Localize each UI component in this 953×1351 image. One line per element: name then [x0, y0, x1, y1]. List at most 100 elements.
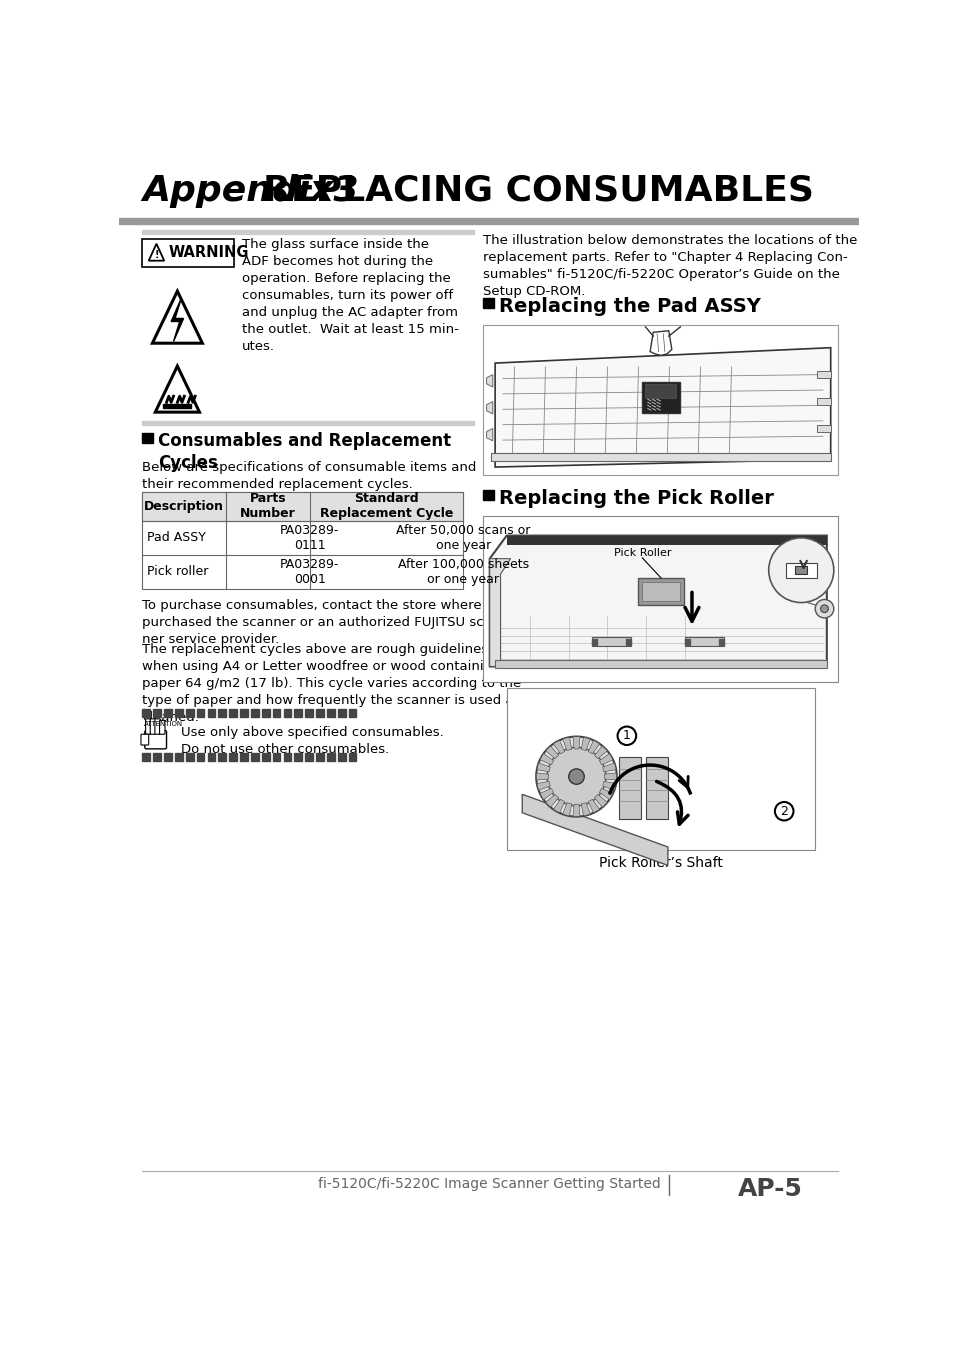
- Polygon shape: [155, 366, 199, 412]
- Bar: [495, 661, 826, 667]
- Bar: [618, 758, 640, 819]
- Bar: [483, 299, 493, 308]
- Bar: [483, 324, 838, 474]
- Polygon shape: [537, 763, 550, 771]
- Bar: [142, 422, 474, 424]
- Bar: [483, 490, 493, 500]
- Polygon shape: [594, 794, 607, 808]
- Text: !: !: [154, 250, 159, 259]
- Polygon shape: [545, 746, 558, 759]
- Text: REPLACING CONSUMABLES: REPLACING CONSUMABLES: [262, 174, 813, 208]
- Bar: [294, 754, 302, 761]
- Bar: [641, 382, 679, 413]
- Bar: [641, 582, 679, 601]
- Bar: [142, 709, 150, 716]
- Polygon shape: [486, 428, 493, 440]
- Text: WARNING: WARNING: [169, 246, 249, 261]
- Text: Standard
Replacement Cycle: Standard Replacement Cycle: [319, 492, 453, 520]
- Bar: [142, 492, 463, 589]
- Polygon shape: [588, 800, 599, 813]
- Polygon shape: [598, 788, 613, 800]
- Circle shape: [546, 747, 605, 805]
- Text: 1: 1: [622, 730, 630, 742]
- FancyArrowPatch shape: [656, 781, 687, 824]
- Text: Use only above specified consumables.
Do not use other consumables.: Use only above specified consumables. Do…: [181, 725, 443, 755]
- Circle shape: [536, 736, 617, 816]
- Bar: [348, 709, 356, 716]
- Bar: [637, 578, 683, 605]
- Bar: [283, 754, 291, 761]
- Bar: [229, 754, 236, 761]
- FancyBboxPatch shape: [159, 720, 165, 734]
- Bar: [506, 688, 815, 850]
- Bar: [153, 709, 161, 716]
- Polygon shape: [539, 754, 553, 765]
- Bar: [218, 709, 226, 716]
- Bar: [142, 754, 150, 761]
- Bar: [174, 754, 183, 761]
- Bar: [208, 709, 215, 716]
- Text: After 100,000 sheets
or one year: After 100,000 sheets or one year: [397, 558, 528, 586]
- Circle shape: [815, 600, 833, 617]
- Bar: [142, 434, 152, 443]
- Polygon shape: [495, 347, 830, 467]
- Polygon shape: [573, 736, 579, 748]
- Circle shape: [774, 802, 793, 820]
- Bar: [294, 709, 302, 716]
- Bar: [218, 754, 226, 761]
- Text: ATTENTION: ATTENTION: [144, 721, 183, 727]
- Bar: [164, 754, 172, 761]
- Bar: [261, 709, 270, 716]
- Bar: [144, 723, 167, 753]
- Text: Pick Roller’s Shaft: Pick Roller’s Shaft: [598, 857, 722, 870]
- Polygon shape: [553, 740, 564, 754]
- Bar: [816, 370, 830, 378]
- Polygon shape: [602, 781, 616, 790]
- FancyBboxPatch shape: [146, 719, 151, 734]
- Bar: [142, 492, 463, 521]
- Polygon shape: [545, 794, 558, 808]
- Bar: [315, 754, 323, 761]
- Bar: [196, 709, 204, 716]
- Bar: [645, 758, 667, 819]
- Text: Pick roller: Pick roller: [147, 565, 209, 578]
- Bar: [327, 709, 335, 716]
- Bar: [645, 384, 676, 397]
- Bar: [491, 453, 830, 461]
- Polygon shape: [536, 773, 548, 780]
- Text: PA03289-
0111: PA03289- 0111: [280, 524, 339, 551]
- Text: The glass surface inside the
ADF becomes hot during the
operation. Before replac: The glass surface inside the ADF becomes…: [241, 238, 458, 353]
- Text: Consumables and Replacement
Cycles: Consumables and Replacement Cycles: [158, 431, 451, 471]
- Text: 2: 2: [780, 805, 787, 817]
- Polygon shape: [573, 804, 579, 816]
- Bar: [305, 709, 313, 716]
- Bar: [816, 397, 830, 405]
- Bar: [251, 754, 258, 761]
- Text: Below are specifications of consumable items and
their recommended replacement c: Below are specifications of consumable i…: [142, 461, 476, 490]
- Bar: [315, 709, 323, 716]
- Text: After 50,000 scans or
one year: After 50,000 scans or one year: [395, 524, 530, 551]
- Bar: [327, 754, 335, 761]
- Polygon shape: [594, 746, 607, 759]
- Text: Replacing the Pick Roller: Replacing the Pick Roller: [498, 489, 773, 508]
- Polygon shape: [562, 802, 571, 816]
- Polygon shape: [149, 243, 164, 261]
- Text: Replacing the Pad ASSY: Replacing the Pad ASSY: [498, 297, 760, 316]
- Polygon shape: [562, 738, 571, 751]
- Polygon shape: [580, 738, 590, 751]
- Text: Appendix3: Appendix3: [142, 174, 358, 208]
- Bar: [119, 219, 858, 224]
- Bar: [684, 639, 689, 644]
- Polygon shape: [580, 802, 590, 816]
- Polygon shape: [537, 781, 550, 790]
- Bar: [186, 754, 193, 761]
- Text: The replacement cycles above are rough guidelines
when using A4 or Letter woodfr: The replacement cycles above are rough g…: [142, 643, 531, 724]
- Text: Pad ASSY: Pad ASSY: [147, 531, 206, 544]
- Text: The illustration below demonstrates the locations of the
replacement parts. Refe: The illustration below demonstrates the …: [483, 234, 857, 297]
- Text: Description: Description: [144, 500, 224, 513]
- Bar: [506, 535, 826, 544]
- FancyBboxPatch shape: [141, 734, 149, 744]
- Bar: [273, 709, 280, 716]
- Text: Parts
Number: Parts Number: [240, 492, 295, 520]
- Bar: [719, 639, 723, 644]
